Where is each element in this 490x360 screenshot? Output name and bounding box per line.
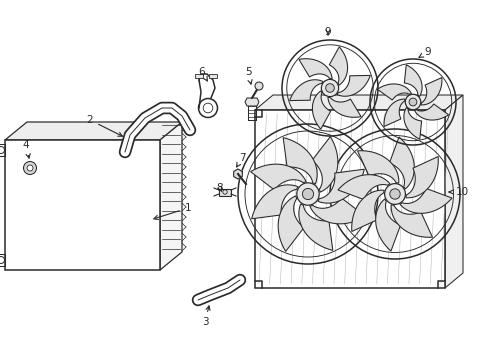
Circle shape [255, 82, 263, 90]
Polygon shape [278, 196, 304, 251]
Polygon shape [377, 84, 412, 100]
Polygon shape [312, 136, 338, 192]
Text: 5: 5 [245, 67, 252, 84]
Polygon shape [376, 199, 401, 251]
Polygon shape [445, 95, 463, 288]
Text: 7: 7 [237, 153, 245, 167]
Text: 2: 2 [87, 115, 122, 136]
Polygon shape [404, 65, 422, 96]
Polygon shape [400, 188, 452, 213]
Polygon shape [209, 74, 217, 78]
Text: 1: 1 [154, 203, 191, 220]
Polygon shape [310, 198, 366, 224]
Polygon shape [352, 190, 384, 231]
Polygon shape [338, 175, 390, 199]
Circle shape [27, 165, 33, 171]
Circle shape [24, 162, 36, 175]
Polygon shape [299, 59, 332, 79]
Polygon shape [255, 95, 463, 110]
Circle shape [409, 98, 417, 106]
Polygon shape [328, 97, 361, 117]
Polygon shape [415, 104, 449, 120]
Polygon shape [160, 122, 182, 270]
Polygon shape [404, 108, 422, 139]
Polygon shape [313, 91, 331, 129]
Polygon shape [421, 77, 442, 105]
Polygon shape [255, 110, 445, 288]
Polygon shape [384, 99, 405, 126]
Polygon shape [337, 75, 370, 96]
Circle shape [321, 79, 339, 96]
Polygon shape [318, 169, 365, 203]
Text: 10: 10 [449, 187, 468, 197]
Text: 9: 9 [325, 27, 331, 37]
Polygon shape [406, 157, 439, 198]
Polygon shape [390, 137, 415, 189]
Polygon shape [252, 185, 298, 219]
Polygon shape [391, 205, 433, 237]
Polygon shape [250, 164, 306, 190]
Polygon shape [283, 138, 317, 184]
Text: 3: 3 [202, 306, 210, 327]
Polygon shape [195, 74, 203, 78]
Polygon shape [329, 47, 347, 85]
Polygon shape [5, 122, 182, 140]
Circle shape [385, 184, 405, 204]
Text: 4: 4 [23, 140, 30, 158]
Polygon shape [358, 151, 399, 183]
Circle shape [302, 188, 314, 199]
Text: 8: 8 [217, 183, 223, 193]
Text: 9: 9 [419, 47, 431, 57]
Polygon shape [219, 189, 231, 195]
Text: 6: 6 [198, 67, 207, 81]
Circle shape [297, 183, 319, 205]
Polygon shape [245, 98, 259, 106]
Polygon shape [299, 204, 333, 251]
Polygon shape [234, 169, 243, 179]
Polygon shape [5, 140, 160, 270]
Polygon shape [290, 80, 323, 100]
Circle shape [390, 189, 400, 199]
Circle shape [405, 94, 421, 110]
Circle shape [326, 84, 334, 92]
